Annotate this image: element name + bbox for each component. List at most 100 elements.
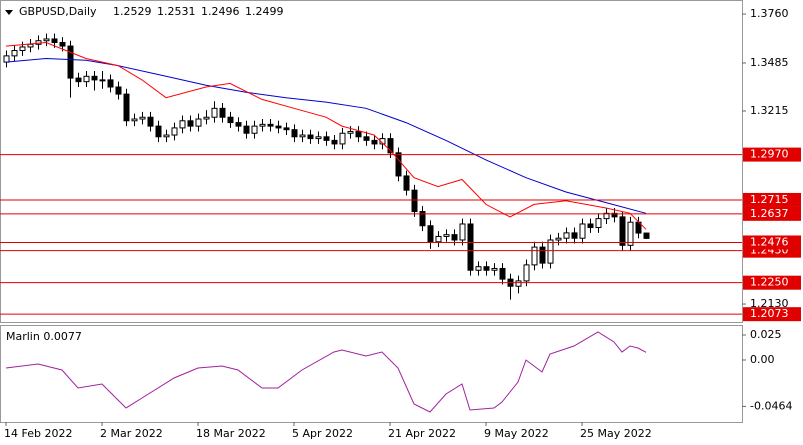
y-tick-label: 1.3215 [750,104,789,117]
candle-body [323,136,330,141]
candle-body [211,107,218,118]
candle-body [355,130,362,138]
candle-body [603,212,610,220]
candle-body [467,223,474,271]
candle-body [307,134,314,140]
candle-body [251,125,258,134]
candle-body [451,234,458,241]
menu-icon[interactable] [5,10,13,15]
level-label: 1.2476 [750,235,789,248]
close-value: 1.2499 [245,5,284,18]
candle-body [163,134,170,138]
candle-body [19,46,26,52]
candle-body [563,232,570,239]
candle-body [443,234,450,237]
candle-body [459,223,466,241]
candle-body [275,125,282,129]
x-tick-label: 21 Apr 2022 [388,427,456,440]
level-label: 1.2073 [750,307,789,320]
candle-body [219,107,226,118]
candle-body [595,218,602,229]
x-tick-label: 5 Apr 2022 [292,427,353,440]
candle-body [619,216,626,246]
candle-body [387,138,394,154]
candle-body [515,280,522,287]
candle-body [195,118,202,127]
candle-body [83,75,90,83]
candle-body [107,79,114,88]
candle-body [427,225,434,243]
level-label-box [743,275,801,290]
y-tick-label: -0.0464 [750,399,792,412]
indicator-pane [0,325,743,423]
candle-body [491,267,498,271]
candle-body [75,77,82,83]
candle-body [547,239,554,264]
candle-body [523,264,530,282]
candle-body [483,266,490,271]
candle-body [611,212,618,218]
symbol-title: GBPUSD,Daily [19,5,97,18]
indicator-title: Marlin 0.0077 [6,330,82,343]
candle-body [331,139,338,145]
candle-body [627,221,634,246]
level-label-box [743,206,801,221]
candle-body [3,55,10,63]
candle-body [587,223,594,229]
candle-body [419,211,426,227]
candle-body [539,246,546,264]
candle-body [43,38,50,42]
candle-body [643,232,650,239]
candle-body [123,93,130,122]
candle-body [139,116,146,120]
indicator-line [5,331,647,413]
y-tick-label: 0.00 [750,353,775,366]
price-pane [0,0,743,323]
candle-body [131,118,138,122]
candle-body [283,127,290,131]
level-label: 1.2715 [750,193,789,206]
candle-body [259,123,266,127]
candle-body [59,42,66,47]
x-tick-label: 9 May 2022 [484,427,549,440]
candle-body [371,139,378,145]
candle-body [235,122,242,127]
candle-body [187,120,194,127]
candle-body [99,79,106,82]
candle-body [363,136,370,141]
candle-body [299,134,306,138]
x-tick-label: 25 May 2022 [580,427,652,440]
candle-body [403,175,410,191]
y-tick-label: 1.3485 [750,56,789,69]
moving-average [5,41,647,230]
candle-body [555,237,562,241]
level-label-box [743,192,801,207]
level-label: 1.2250 [750,276,789,289]
candle-body [67,45,74,79]
candle-body [227,116,234,124]
y-tick-label: 0.025 [750,328,782,341]
candle-body [315,136,322,140]
candle-body [267,123,274,127]
moving-average [5,57,647,214]
open-value: 1.2529 [113,5,152,18]
candle-body [435,235,442,243]
candle-body [27,43,34,48]
candle-body [243,125,250,134]
y-tick-label: 1.3760 [750,7,789,20]
candle-body [499,267,506,280]
x-tick-label: 18 Mar 2022 [196,427,266,440]
candle-body [339,132,346,145]
candle-body [51,38,58,44]
candle-body [475,266,482,271]
candle-body [203,116,210,120]
candle-body [531,246,538,266]
level-label-box [743,235,801,250]
level-label: 1.2637 [750,207,789,220]
candle-body [395,152,402,177]
candle-body [147,116,154,127]
candle-body [579,223,586,239]
candle-body [171,127,178,136]
candle-body [571,232,578,239]
